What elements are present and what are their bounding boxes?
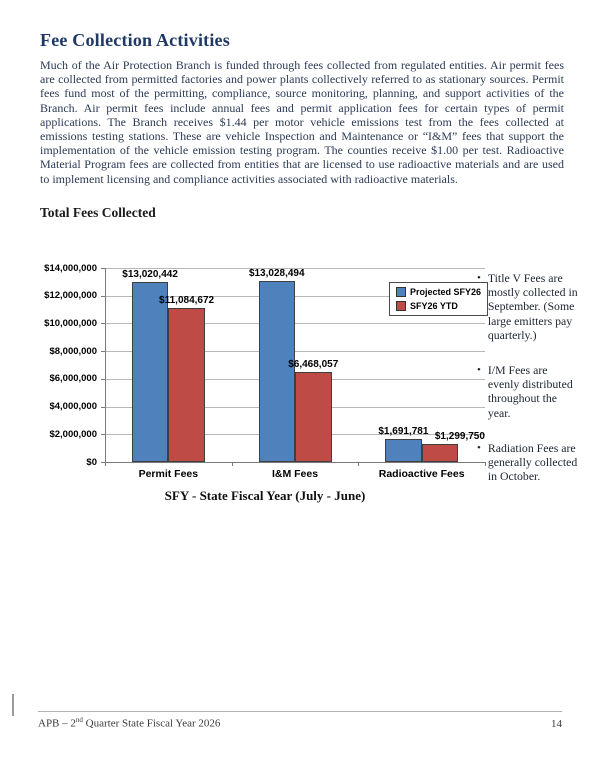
y-tick-label: $12,000,000: [44, 290, 97, 302]
fees-bar-chart: Projected SFY26 SFY26 YTD SFY - State Fi…: [40, 258, 490, 510]
bar-value-label: $1,691,781: [378, 425, 429, 437]
bullet-icon: •: [477, 272, 481, 284]
y-tick-label: $0: [86, 456, 97, 468]
note-item: • Title V Fees are mostly collected in S…: [477, 271, 580, 342]
note-item: • Radiation Fees are generally collected…: [477, 441, 580, 484]
y-tick-mark: [101, 268, 105, 269]
bar-value-label: $11,084,672: [159, 295, 215, 307]
legend-item-ytd: SFY26 YTD: [396, 301, 481, 311]
bar-sfy26-ytd: [168, 308, 205, 462]
footer-report-label: APB – 2nd Quarter State Fiscal Year 2026: [38, 716, 221, 730]
y-axis-line: [105, 268, 106, 462]
legend-label-projected-sfy26: Projected SFY26: [410, 287, 482, 297]
note-text-radiation: Radiation Fees are generally collected i…: [487, 440, 578, 484]
y-tick-label: $2,000,000: [49, 428, 97, 440]
y-tick-mark: [101, 378, 105, 380]
bar-projected-sfy26: [258, 281, 295, 462]
legend-swatch-projected-sfy26: [396, 287, 406, 297]
page-footer: APB – 2nd Quarter State Fiscal Year 2026…: [38, 711, 562, 730]
y-tick-label: $14,000,000: [44, 262, 97, 274]
category-label: Radioactive Fees: [378, 468, 465, 480]
y-tick-label: $4,000,000: [49, 401, 97, 413]
section-heading: Total Fees Collected: [40, 205, 156, 220]
chart-legend: Projected SFY26 SFY26 YTD: [389, 282, 489, 316]
scan-artifact-mark: [12, 694, 14, 716]
y-tick-mark: [101, 295, 105, 297]
category-label: I&M Fees: [271, 468, 319, 480]
y-tick-mark: [101, 462, 105, 463]
bar-projected-sfy26: [131, 281, 169, 462]
bar-value-label: $6,468,057: [288, 359, 339, 371]
legend-swatch-sfy26-ytd: [396, 301, 406, 311]
bar-value-label: $13,020,442: [122, 268, 178, 280]
y-tick-mark: [101, 323, 105, 325]
x-tick-mark: [358, 462, 360, 466]
note-item: • I/M Fees are evenly distributed throug…: [477, 363, 580, 420]
body-paragraph: Much of the Air Protection Branch is fun…: [40, 58, 564, 186]
y-tick-mark: [101, 406, 105, 408]
y-tick-mark: [101, 434, 105, 436]
bullet-icon: •: [477, 364, 481, 377]
bar-value-label: $1,299,750: [434, 430, 485, 442]
notes-list: • Title V Fees are mostly collected in S…: [477, 271, 580, 504]
x-axis-title: SFY - State Fiscal Year (July - June): [164, 488, 366, 503]
page-title: Fee Collection Activities: [40, 30, 230, 50]
x-tick-mark: [485, 462, 486, 466]
y-tick-label: $6,000,000: [49, 373, 97, 385]
x-tick-mark: [231, 462, 233, 466]
gridline: [105, 295, 485, 297]
note-text-title-v: Title V Fees are mostly collected in Sep…: [487, 271, 578, 342]
bar-projected-sfy26: [385, 438, 422, 462]
note-text-im-fees: I/M Fees are evenly distributed througho…: [487, 363, 573, 420]
y-tick-label: $10,000,000: [44, 317, 97, 329]
bar-value-label: $13,028,494: [248, 268, 305, 280]
legend-label-sfy26-ytd: SFY26 YTD: [410, 301, 458, 311]
gridline: [105, 351, 485, 353]
bar-sfy26-ytd: [421, 443, 459, 462]
bullet-icon: •: [477, 441, 481, 454]
page-number: 14: [551, 717, 562, 730]
x-tick-mark: [105, 462, 106, 466]
gridline: [105, 268, 485, 269]
gridline: [105, 323, 485, 325]
legend-item-projected: Projected SFY26: [396, 287, 481, 297]
y-tick-mark: [101, 351, 105, 353]
y-tick-label: $8,000,000: [49, 345, 97, 357]
x-axis-line: [105, 462, 486, 463]
bar-sfy26-ytd: [295, 372, 332, 462]
category-label: Permit Fees: [138, 468, 199, 480]
